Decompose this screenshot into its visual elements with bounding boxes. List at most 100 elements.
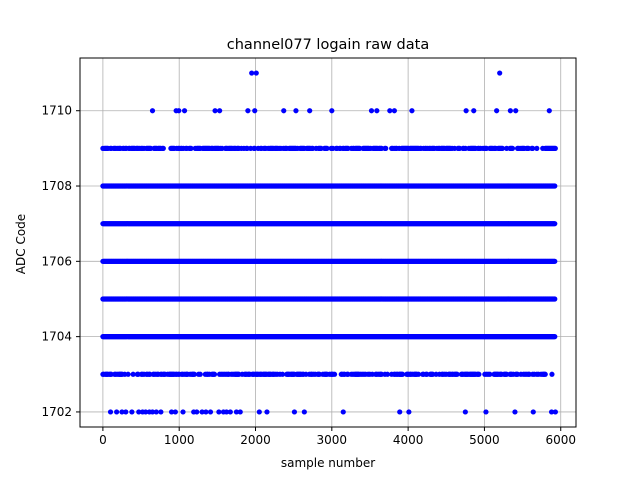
data-point [406,409,412,415]
data-point [207,409,214,415]
data-point [552,221,558,227]
data-point [549,371,555,377]
data-point [552,183,558,189]
y-tick-label: 1710 [41,104,72,118]
data-point [397,409,403,415]
data-point [552,296,558,302]
data-point [513,108,519,114]
data-point [149,409,156,415]
x-tick-label: 1000 [164,433,195,447]
data-point [197,371,203,377]
data-point [399,371,406,377]
data-point [180,409,186,415]
x-tick-label: 0 [99,433,107,447]
data-point [119,409,125,415]
data-point [188,145,194,151]
data-points [100,70,558,415]
data-point [415,371,422,377]
data-point [123,409,129,415]
data-point [368,108,375,114]
data-point [129,409,135,415]
data-point [340,409,346,415]
data-point [172,409,178,415]
x-tick-label: 3000 [317,433,348,447]
x-axis-ticks: 0 1000 2000 3000 4000 5000 6000 [99,427,576,447]
chart-title: channel077 logain raw data [227,37,429,53]
data-point [497,70,503,76]
x-tick-label: 5000 [469,433,500,447]
grid-lines [80,58,576,427]
data-point [199,409,205,415]
data-point [552,145,558,151]
data-point [384,371,391,377]
data-point [176,108,182,114]
data-point [281,108,287,114]
y-tick-label: 1704 [41,330,72,344]
data-point [462,409,468,415]
data-point [153,409,159,415]
data-point [534,145,540,151]
data-point [483,409,489,415]
data-point [107,409,114,415]
data-point [391,108,397,114]
data-point [256,409,262,415]
data-point [383,145,389,151]
data-point [301,409,307,415]
data-point [264,409,270,415]
data-point [509,145,516,151]
data-point [552,258,558,264]
data-point [211,371,218,377]
data-point [227,409,233,415]
y-tick-label: 1702 [41,405,72,419]
data-point [252,108,258,114]
plot-area-frame [79,57,577,428]
data-point [136,409,142,415]
data-point [249,70,255,76]
data-point [233,409,240,415]
data-point [329,108,335,114]
data-point [279,371,286,377]
data-point [125,371,131,377]
data-point [291,409,298,415]
data-point [293,108,299,114]
data-point [454,371,460,377]
data-point [331,371,338,377]
data-point [507,108,513,114]
data-point [542,371,548,377]
data-point [181,108,188,114]
data-point [463,108,469,114]
data-point [114,409,120,415]
x-tick-label: 6000 [545,433,576,447]
data-point [194,409,200,415]
data-point [546,108,552,114]
data-point [499,145,506,151]
data-point [487,371,493,377]
x-tick-label: 2000 [240,433,271,447]
data-point [548,409,555,415]
data-point [387,108,393,114]
data-point [530,145,536,151]
y-axis-label: ADC Code [14,214,28,274]
data-point [217,108,223,114]
data-point [130,371,136,377]
x-tick-label: 4000 [393,433,424,447]
y-tick-label: 1708 [41,179,72,193]
data-point [160,145,166,151]
data-point [476,371,482,377]
data-point [552,409,558,415]
data-point [223,409,230,415]
data-point [158,409,164,415]
data-point [512,409,518,415]
data-point [237,409,243,415]
data-point [143,409,149,415]
data-point [168,409,175,415]
y-axis-ticks: 1702 1704 1706 1708 1710 [41,104,80,419]
data-point [149,108,156,114]
y-tick-label: 1706 [41,254,72,268]
data-point [409,108,415,114]
data-point [324,145,330,151]
data-point [471,108,477,114]
data-point [212,108,218,114]
data-point [216,409,222,415]
